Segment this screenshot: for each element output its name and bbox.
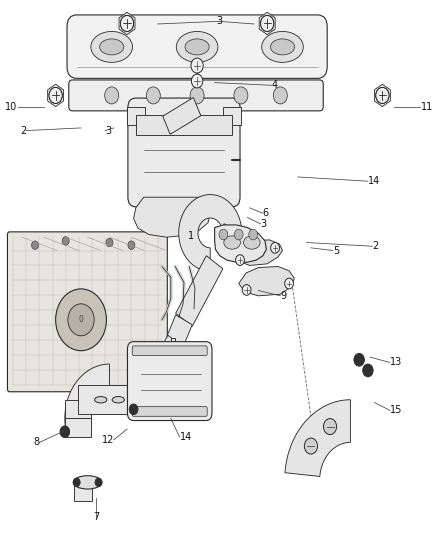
Ellipse shape [185, 39, 209, 55]
Circle shape [249, 229, 258, 240]
Circle shape [191, 58, 203, 73]
Circle shape [129, 404, 138, 415]
Circle shape [95, 478, 102, 487]
Circle shape [191, 74, 203, 88]
Ellipse shape [74, 475, 102, 489]
Polygon shape [223, 107, 241, 125]
Polygon shape [259, 12, 275, 35]
Circle shape [285, 278, 293, 289]
Circle shape [32, 241, 39, 249]
Text: 11: 11 [420, 102, 433, 111]
Circle shape [261, 15, 274, 31]
Text: 4: 4 [272, 80, 278, 90]
Circle shape [261, 15, 274, 31]
Circle shape [56, 289, 106, 351]
Polygon shape [78, 385, 136, 415]
Text: 12: 12 [102, 435, 114, 445]
Circle shape [146, 87, 160, 104]
Text: 6: 6 [263, 208, 269, 218]
FancyBboxPatch shape [132, 407, 207, 416]
Circle shape [106, 238, 113, 247]
FancyBboxPatch shape [7, 232, 167, 392]
Circle shape [62, 237, 69, 245]
Polygon shape [374, 84, 390, 107]
Polygon shape [163, 335, 183, 355]
Circle shape [120, 15, 134, 31]
Polygon shape [215, 224, 250, 260]
Ellipse shape [224, 236, 240, 249]
Polygon shape [65, 418, 91, 437]
Polygon shape [163, 98, 201, 134]
Polygon shape [134, 197, 210, 237]
Polygon shape [158, 346, 179, 414]
Text: 7: 7 [93, 512, 99, 522]
Ellipse shape [244, 236, 260, 249]
Circle shape [73, 478, 80, 487]
Circle shape [219, 229, 228, 240]
FancyBboxPatch shape [69, 80, 323, 111]
Polygon shape [232, 240, 283, 265]
FancyBboxPatch shape [127, 342, 212, 421]
Ellipse shape [95, 397, 107, 403]
Text: 15: 15 [390, 406, 402, 415]
Circle shape [236, 255, 244, 265]
Ellipse shape [270, 39, 294, 55]
Circle shape [60, 426, 70, 438]
Polygon shape [215, 225, 266, 262]
Ellipse shape [176, 31, 218, 62]
Circle shape [271, 243, 279, 253]
Circle shape [120, 15, 134, 31]
Polygon shape [167, 315, 192, 346]
Text: 14: 14 [180, 432, 192, 442]
Text: 0: 0 [78, 316, 84, 324]
Circle shape [304, 438, 318, 454]
Circle shape [242, 285, 251, 295]
Ellipse shape [99, 39, 124, 55]
Circle shape [190, 87, 204, 104]
Text: 9: 9 [280, 291, 286, 301]
Text: 8: 8 [33, 438, 39, 447]
Polygon shape [176, 256, 223, 326]
Circle shape [68, 304, 94, 336]
Polygon shape [127, 107, 145, 125]
Circle shape [273, 87, 287, 104]
Text: 13: 13 [390, 358, 402, 367]
Circle shape [49, 87, 62, 103]
Polygon shape [65, 364, 110, 432]
Circle shape [128, 241, 135, 249]
Ellipse shape [91, 31, 132, 62]
Circle shape [234, 87, 248, 104]
Polygon shape [136, 115, 232, 135]
Circle shape [234, 229, 243, 240]
Circle shape [324, 418, 337, 434]
Polygon shape [119, 12, 135, 35]
Circle shape [376, 87, 389, 103]
Circle shape [376, 87, 389, 103]
Text: 5: 5 [333, 246, 339, 255]
Ellipse shape [112, 397, 124, 403]
Circle shape [354, 353, 364, 366]
FancyBboxPatch shape [128, 98, 240, 207]
Polygon shape [48, 84, 64, 107]
FancyBboxPatch shape [132, 346, 207, 356]
Polygon shape [171, 338, 175, 360]
Polygon shape [239, 266, 294, 296]
Polygon shape [74, 482, 92, 501]
Circle shape [363, 364, 373, 377]
Polygon shape [179, 195, 242, 271]
Text: 2: 2 [372, 241, 378, 251]
Text: 14: 14 [368, 176, 380, 186]
Ellipse shape [261, 31, 303, 62]
Text: 3: 3 [261, 219, 267, 229]
Text: 10: 10 [5, 102, 18, 111]
Polygon shape [285, 400, 350, 477]
Polygon shape [65, 400, 91, 418]
Text: 1: 1 [188, 231, 194, 240]
Text: 2: 2 [20, 126, 26, 135]
Circle shape [105, 87, 119, 104]
Text: 3: 3 [105, 126, 111, 135]
Circle shape [49, 87, 62, 103]
Text: 3: 3 [216, 17, 222, 26]
FancyBboxPatch shape [67, 15, 327, 78]
